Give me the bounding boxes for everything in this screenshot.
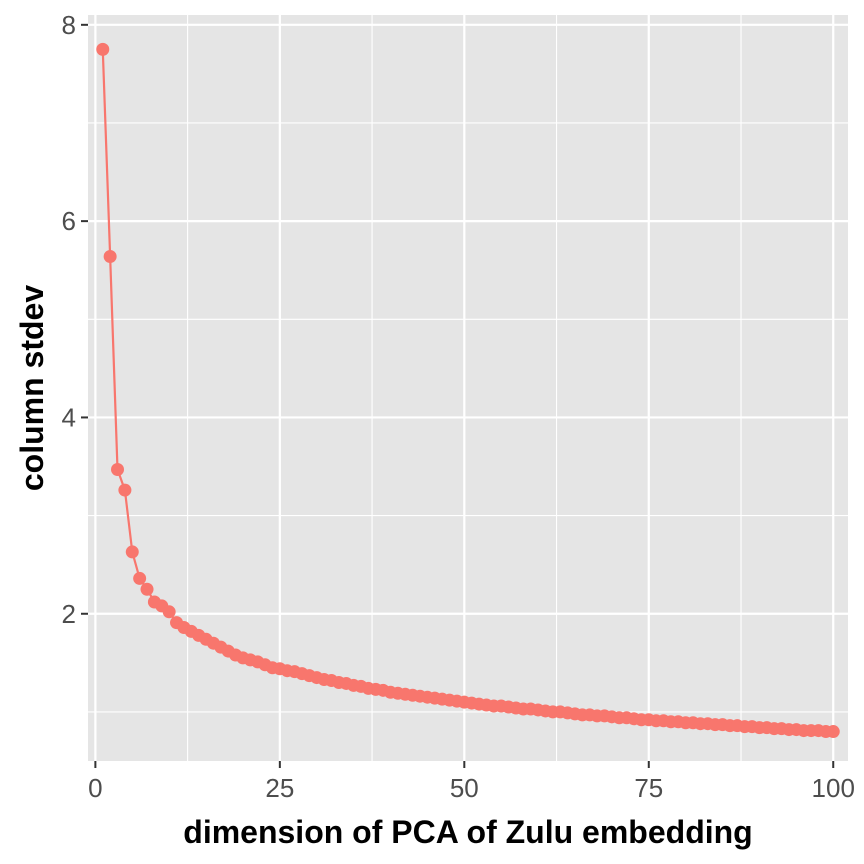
data-point — [162, 605, 176, 619]
y-tick-label: 6 — [62, 206, 76, 236]
plot-panel — [88, 15, 848, 761]
y-tick-labels: 2 4 6 8 — [62, 10, 76, 629]
x-tick-label: 25 — [265, 773, 294, 803]
data-point — [140, 582, 154, 596]
data-points — [96, 42, 840, 739]
y-tick-label: 2 — [62, 599, 76, 629]
x-tick-label: 50 — [450, 773, 479, 803]
data-point — [96, 42, 110, 56]
y-tick-label: 8 — [62, 10, 76, 40]
data-point — [826, 725, 840, 739]
major-grid — [88, 15, 848, 761]
x-tick-label: 0 — [88, 773, 102, 803]
data-point — [111, 462, 125, 476]
data-point — [103, 249, 117, 263]
x-tick-labels: 0 25 50 75 100 — [88, 773, 855, 803]
axes — [81, 23, 835, 768]
y-axis-title: column stdev — [14, 285, 50, 491]
x-axis-title: dimension of PCA of Zulu embedding — [183, 814, 752, 850]
y-tick-label: 4 — [62, 402, 76, 432]
x-tick-label: 100 — [812, 773, 855, 803]
minor-grid — [88, 15, 848, 761]
x-tick-label: 75 — [634, 773, 663, 803]
data-point — [118, 483, 132, 497]
data-point — [133, 571, 147, 585]
data-point — [125, 545, 139, 559]
